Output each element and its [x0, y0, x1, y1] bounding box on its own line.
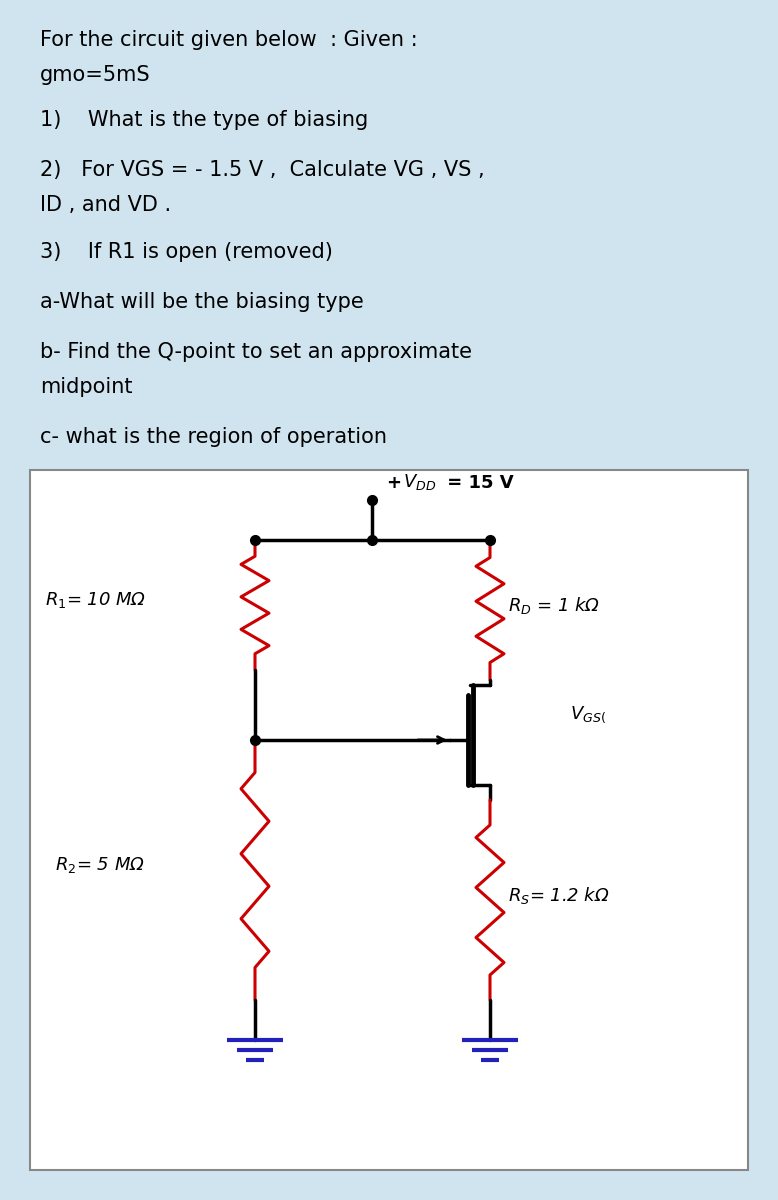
Text: $R_D$ = 1 kΩ: $R_D$ = 1 kΩ: [508, 594, 601, 616]
Text: 1)    What is the type of biasing: 1) What is the type of biasing: [40, 110, 368, 130]
Text: For the circuit given below  : Given :: For the circuit given below : Given :: [40, 30, 418, 50]
Text: $R_1$= 10 MΩ: $R_1$= 10 MΩ: [45, 590, 146, 610]
Text: ID , and VD .: ID , and VD .: [40, 194, 171, 215]
Text: = 15 V: = 15 V: [441, 474, 513, 492]
Text: 2)   For VGS = - 1.5 V ,  Calculate VG , VS ,: 2) For VGS = - 1.5 V , Calculate VG , VS…: [40, 160, 485, 180]
Text: +: +: [387, 474, 408, 492]
Text: b- Find the Q-point to set an approximate: b- Find the Q-point to set an approximat…: [40, 342, 472, 362]
Text: $R_2$= 5 MΩ: $R_2$= 5 MΩ: [55, 854, 145, 875]
Text: $V_{GS(}$: $V_{GS(}$: [570, 704, 606, 725]
Text: midpoint: midpoint: [40, 377, 132, 397]
FancyBboxPatch shape: [30, 470, 748, 1170]
Text: c- what is the region of operation: c- what is the region of operation: [40, 427, 387, 446]
Text: $R_S$= 1.2 kΩ: $R_S$= 1.2 kΩ: [508, 884, 610, 906]
Text: $V_{DD}$: $V_{DD}$: [403, 472, 436, 492]
Text: gmo=5mS: gmo=5mS: [40, 65, 151, 85]
Text: 3)    If R1 is open (removed): 3) If R1 is open (removed): [40, 242, 333, 262]
Text: a-What will be the biasing type: a-What will be the biasing type: [40, 292, 364, 312]
